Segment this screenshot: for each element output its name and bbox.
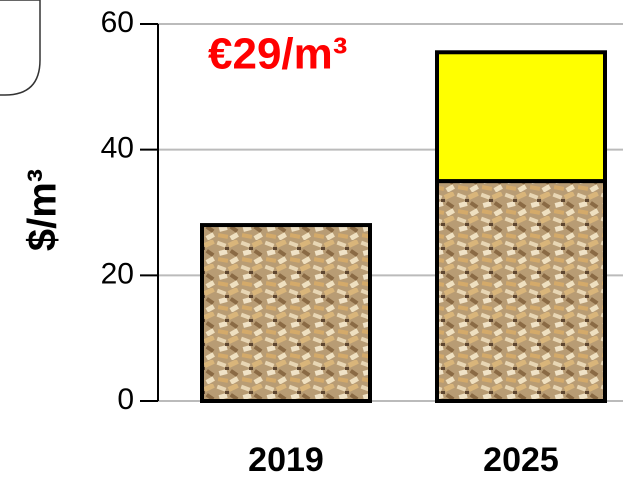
annotation: €29/m³ [208,30,347,79]
y-tick-label: 60 [101,6,134,39]
x-tick-label: 2025 [483,441,559,479]
y-axis-label: $/m³ [21,169,65,251]
bar-segment [435,179,607,403]
y-tick-label: 20 [101,257,134,290]
y-tick-label: 0 [117,383,134,416]
frame-fragment [0,0,41,96]
x-tick-label: 2019 [248,441,324,479]
y-tick-label: 40 [101,132,134,165]
bar-segment [435,50,607,184]
bar-segment [200,223,372,403]
